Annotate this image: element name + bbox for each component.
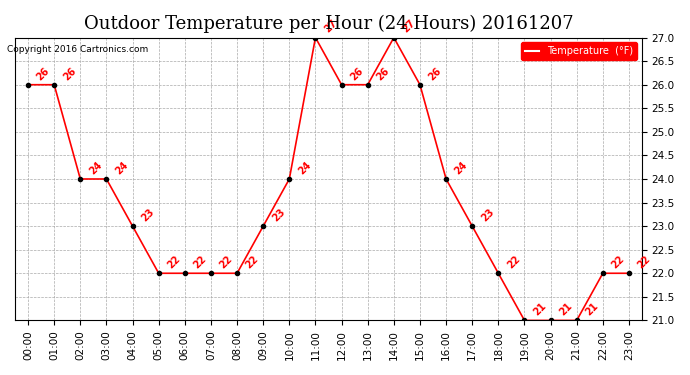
Text: 22: 22 xyxy=(610,254,627,270)
Text: 21: 21 xyxy=(531,301,548,318)
Text: 27: 27 xyxy=(322,18,339,35)
Text: 26: 26 xyxy=(35,65,52,82)
Text: 23: 23 xyxy=(479,207,496,224)
Text: 24: 24 xyxy=(87,160,104,176)
Text: 24: 24 xyxy=(453,160,470,176)
Text: 22: 22 xyxy=(166,254,182,270)
Text: 22: 22 xyxy=(192,254,208,270)
Title: Outdoor Temperature per Hour (24 Hours) 20161207: Outdoor Temperature per Hour (24 Hours) … xyxy=(83,15,573,33)
Text: 26: 26 xyxy=(375,65,391,82)
Text: 22: 22 xyxy=(505,254,522,270)
Text: 21: 21 xyxy=(558,301,574,318)
Text: 26: 26 xyxy=(427,65,444,82)
Text: 26: 26 xyxy=(61,65,78,82)
Text: 27: 27 xyxy=(401,18,417,35)
Legend: Temperature  (°F): Temperature (°F) xyxy=(521,42,637,60)
Text: Copyright 2016 Cartronics.com: Copyright 2016 Cartronics.com xyxy=(7,45,148,54)
Text: 26: 26 xyxy=(348,65,365,82)
Text: 23: 23 xyxy=(139,207,156,224)
Text: 22: 22 xyxy=(244,254,261,270)
Text: 22: 22 xyxy=(636,254,653,270)
Text: 21: 21 xyxy=(584,301,600,318)
Text: 22: 22 xyxy=(218,254,235,270)
Text: 23: 23 xyxy=(270,207,287,224)
Text: 24: 24 xyxy=(296,160,313,176)
Text: 24: 24 xyxy=(113,160,130,176)
